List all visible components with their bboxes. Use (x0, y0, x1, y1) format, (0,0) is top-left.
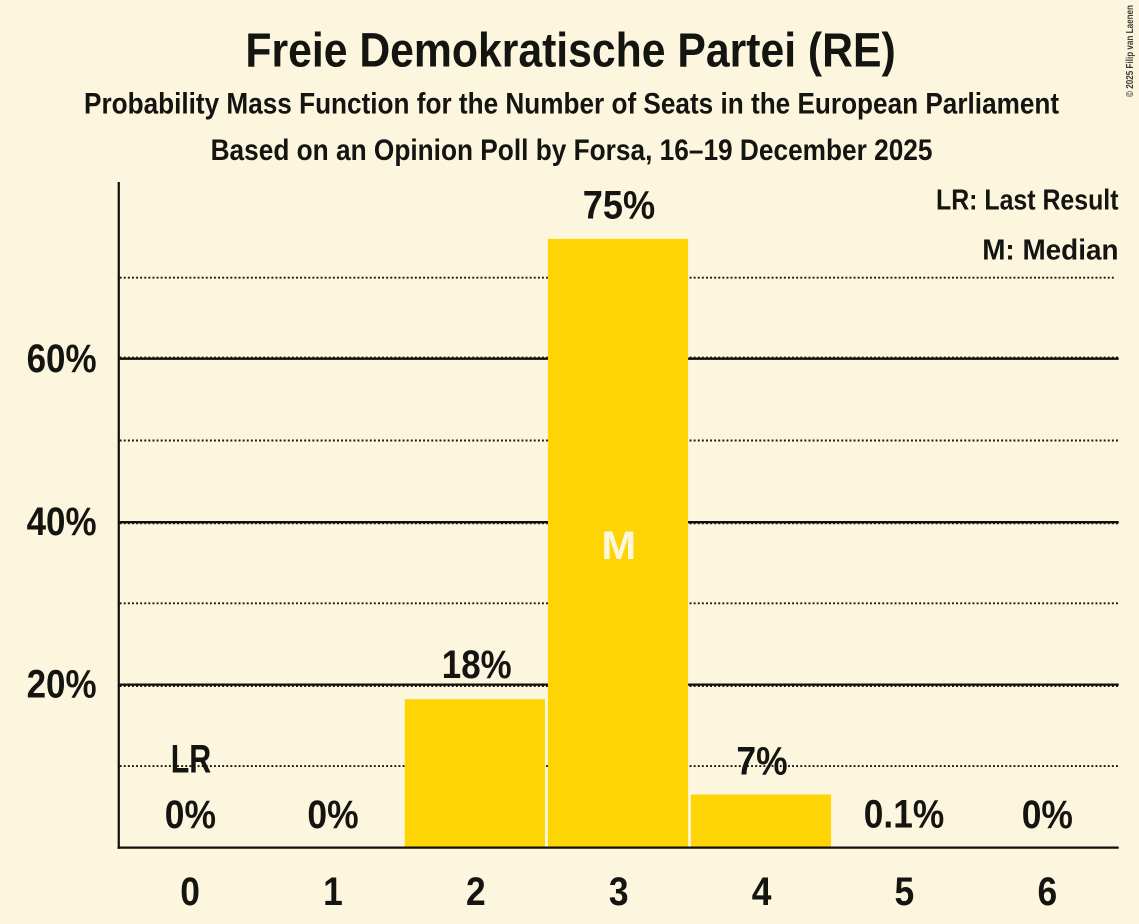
svg-text:5: 5 (895, 870, 915, 914)
svg-text:1: 1 (323, 870, 343, 914)
svg-text:M: Median: M: Median (982, 235, 1118, 267)
svg-text:2: 2 (466, 870, 486, 914)
svg-text:0: 0 (180, 870, 200, 914)
svg-text:Freie Demokratische Partei (RE: Freie Demokratische Partei (RE) (245, 23, 895, 77)
svg-text:0%: 0% (1022, 793, 1073, 837)
svg-text:4: 4 (752, 870, 772, 914)
svg-text:6: 6 (1037, 870, 1057, 914)
svg-text:LR: Last Result: LR: Last Result (936, 185, 1119, 217)
svg-text:60%: 60% (27, 337, 97, 381)
svg-text:75%: 75% (583, 184, 655, 228)
svg-text:Probability Mass Function for: Probability Mass Function for the Number… (84, 88, 1059, 121)
svg-text:40%: 40% (27, 500, 97, 544)
svg-text:Based on an Opinion Poll by Fo: Based on an Opinion Poll by Forsa, 16–19… (211, 134, 933, 167)
svg-text:© 2025 Filip van Laenen: © 2025 Filip van Laenen (1124, 5, 1136, 97)
svg-text:7%: 7% (736, 740, 787, 784)
svg-text:0%: 0% (165, 793, 216, 837)
svg-text:20%: 20% (27, 663, 97, 707)
svg-text:LR: LR (171, 738, 212, 782)
svg-text:0.1%: 0.1% (864, 793, 944, 837)
svg-text:M: M (602, 524, 637, 568)
svg-text:0%: 0% (307, 793, 358, 837)
svg-text:18%: 18% (442, 643, 512, 687)
svg-text:3: 3 (609, 870, 629, 914)
